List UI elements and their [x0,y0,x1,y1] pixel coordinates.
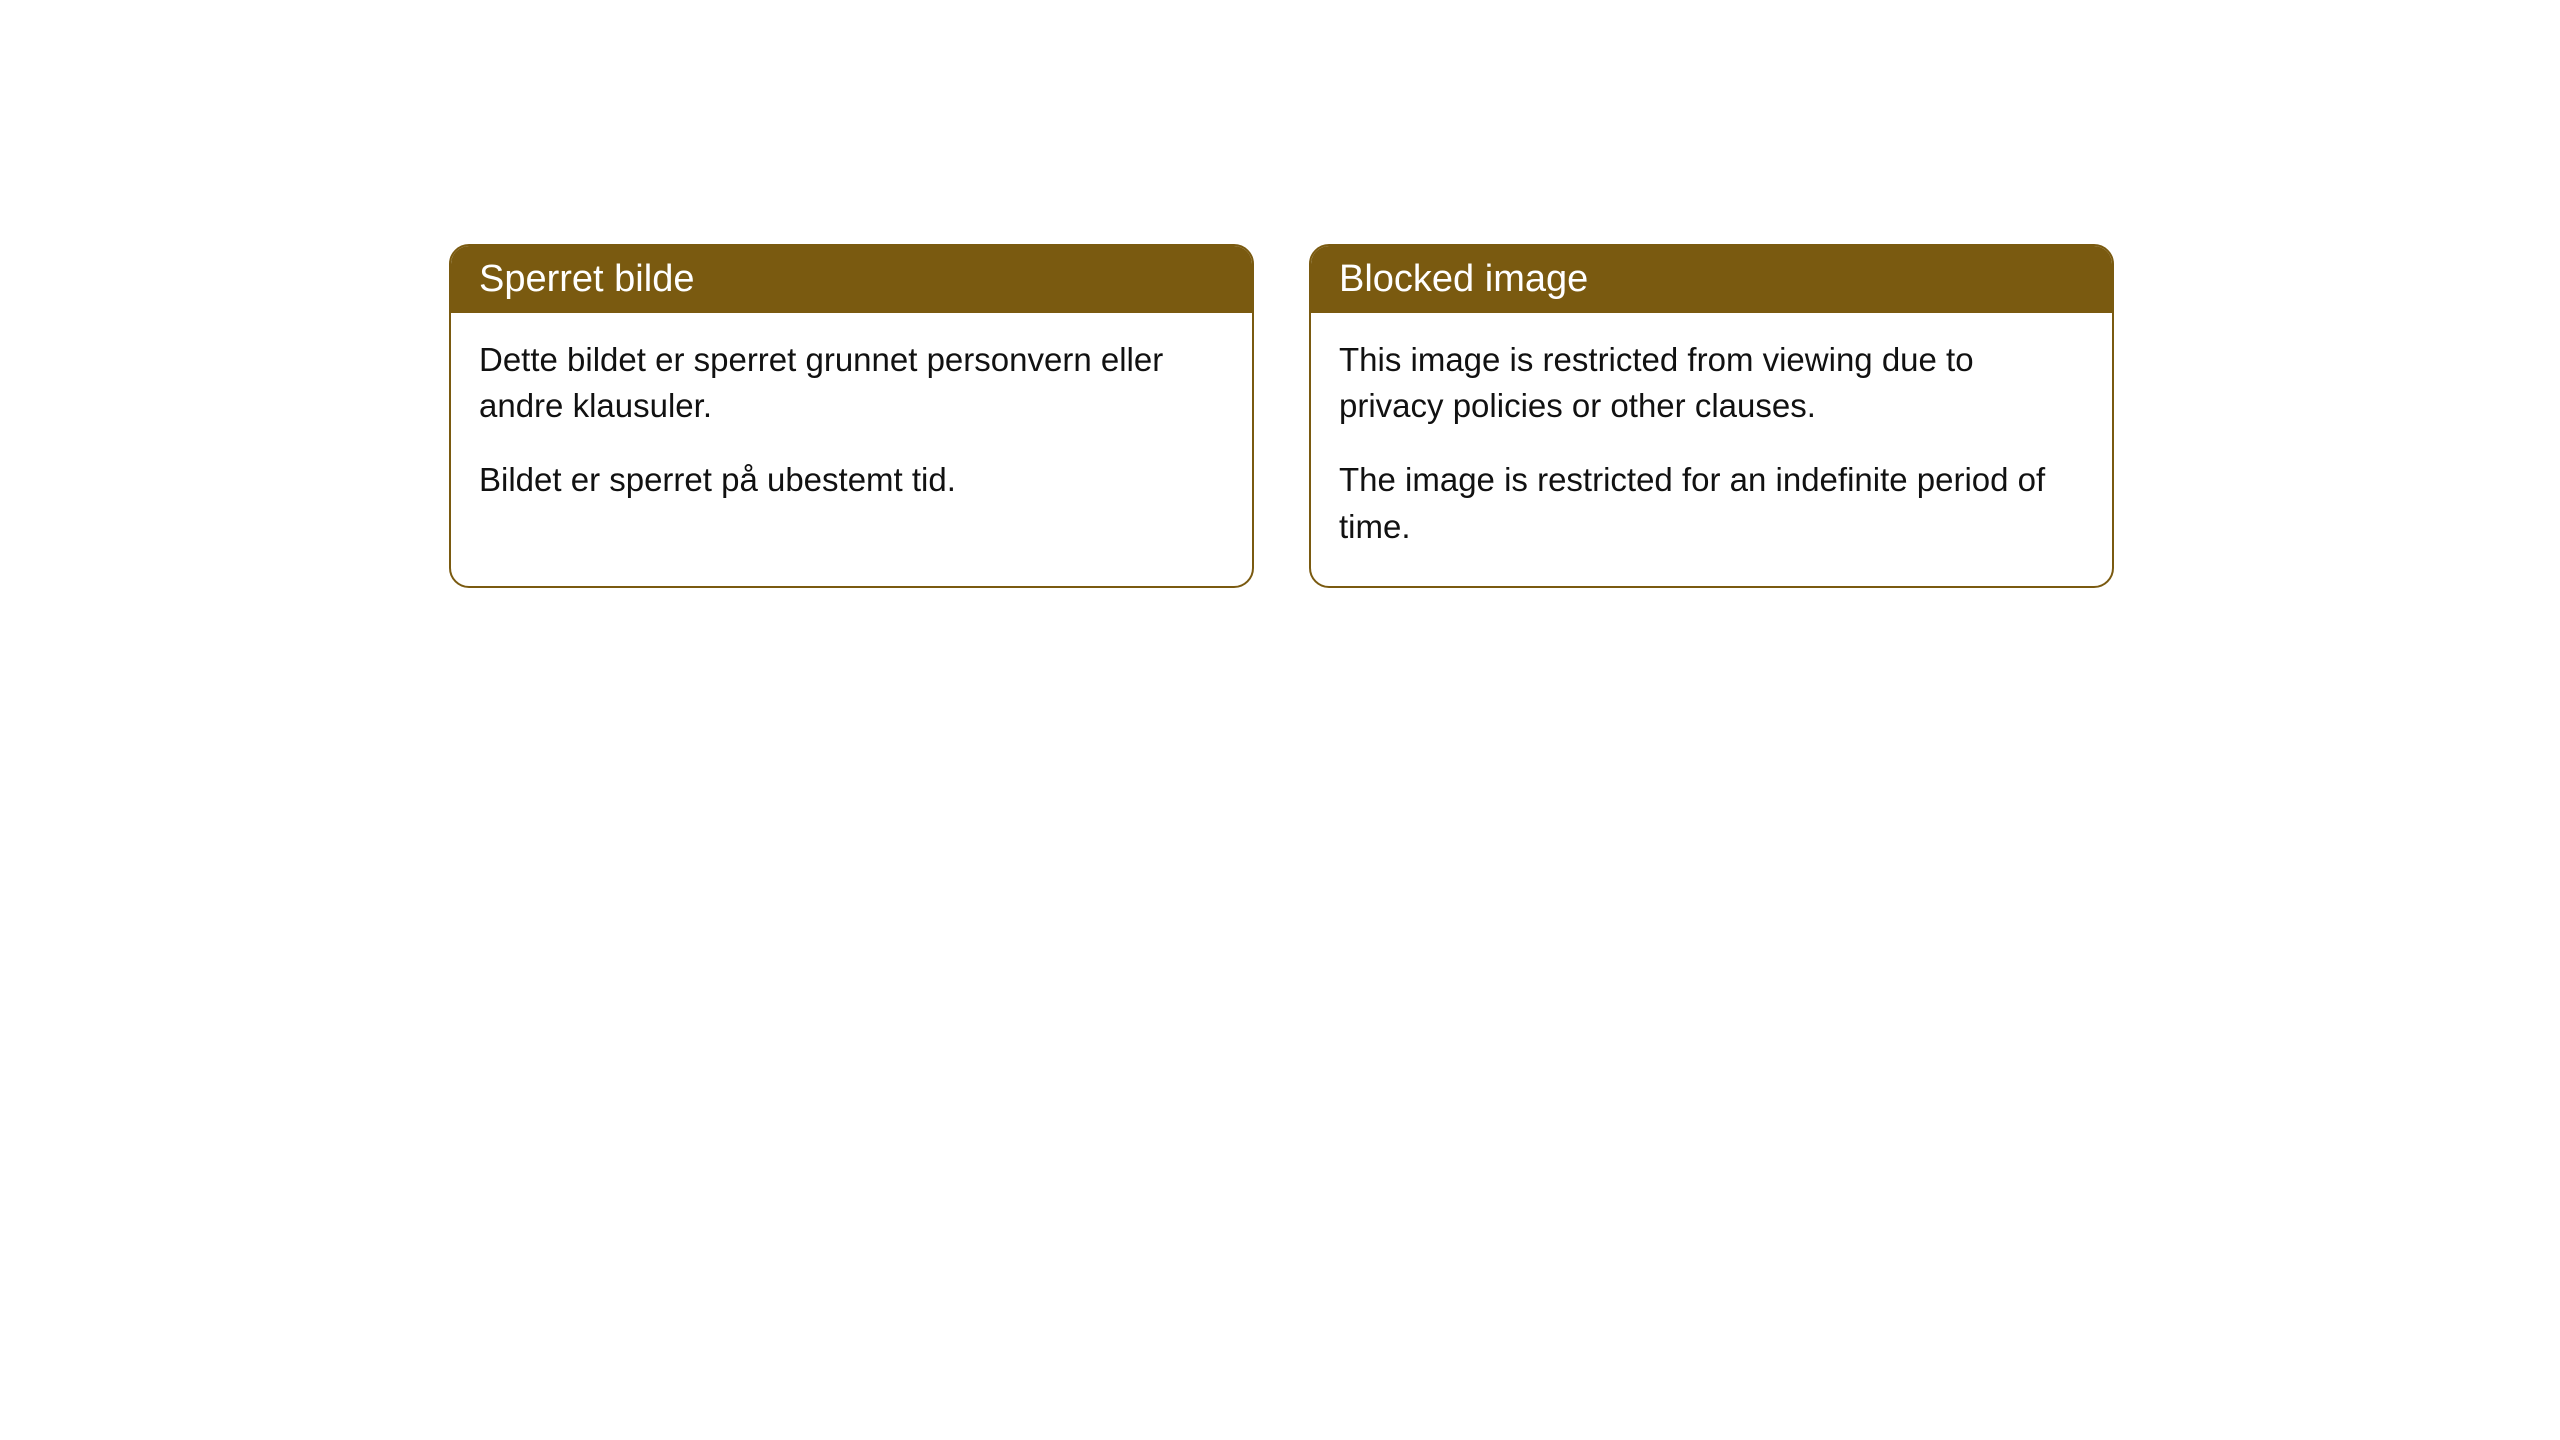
card-paragraph: The image is restricted for an indefinit… [1339,457,2084,549]
card-body: This image is restricted from viewing du… [1311,313,2112,586]
notice-card-norwegian: Sperret bilde Dette bildet er sperret gr… [449,244,1254,588]
notice-container: Sperret bilde Dette bildet er sperret gr… [0,0,2560,588]
notice-card-english: Blocked image This image is restricted f… [1309,244,2114,588]
card-paragraph: Bildet er sperret på ubestemt tid. [479,457,1224,503]
card-title: Blocked image [1339,258,1588,300]
card-header: Sperret bilde [451,246,1252,313]
card-title: Sperret bilde [479,258,694,300]
card-paragraph: Dette bildet er sperret grunnet personve… [479,337,1224,429]
card-paragraph: This image is restricted from viewing du… [1339,337,2084,429]
card-body: Dette bildet er sperret grunnet personve… [451,313,1252,540]
card-header: Blocked image [1311,246,2112,313]
